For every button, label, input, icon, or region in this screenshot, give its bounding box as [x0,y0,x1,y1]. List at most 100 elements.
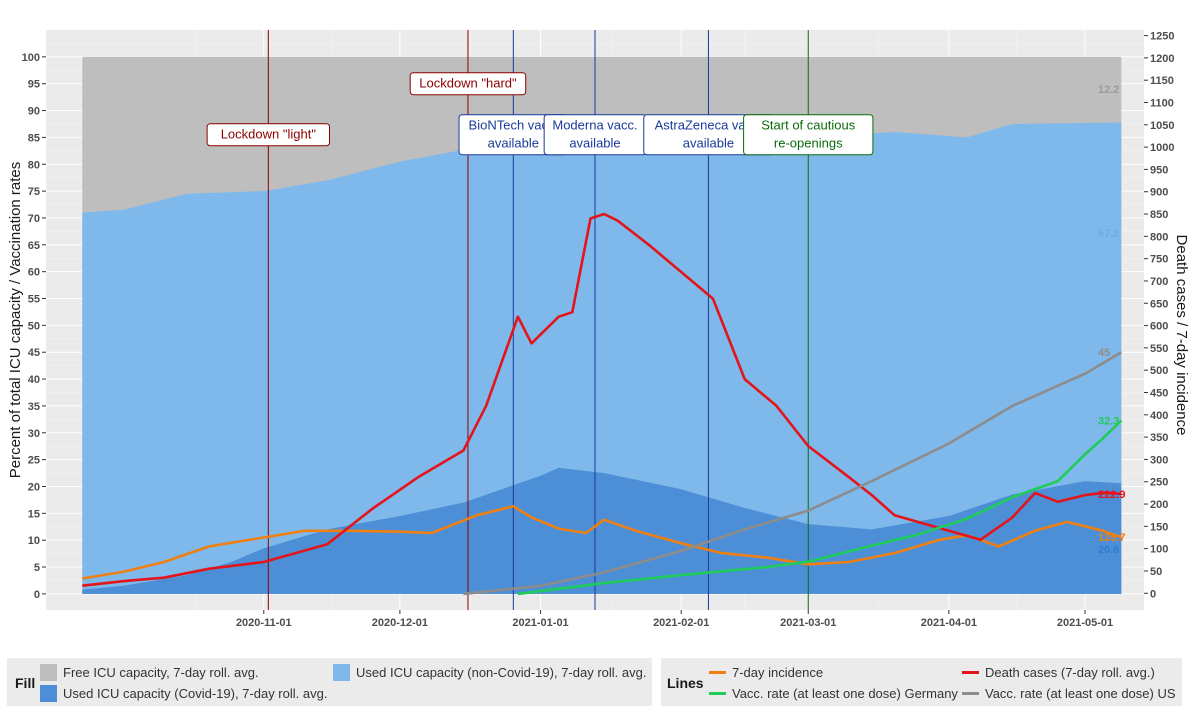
y-left-tick-label: 0 [34,589,40,601]
event-annotation: Lockdown "light" [206,123,331,147]
legend-item-covid-icu: Used ICU capacity (Covid-19), 7-day roll… [40,685,327,702]
y-right-tick-label: 900 [1150,187,1168,199]
legend-label: Death cases (7-day roll. avg.) [985,665,1155,680]
y-left-tick-label: 75 [28,186,40,198]
legend-label: Vacc. rate (at least one dose) Germany [732,686,958,701]
annotation-text: Lockdown "light" [221,127,317,142]
event-annotation: Lockdown "hard" [409,72,527,96]
annotation-text: available [569,136,620,151]
y-right-tick-label: 150 [1150,521,1168,533]
legend-swatch [40,664,57,681]
end-value-label: 222.9 [1098,489,1126,501]
y-right-tick-label: 750 [1150,254,1168,266]
y-left-tick-label: 95 [28,79,40,91]
annotation-text: Moderna vacc. [552,118,637,133]
end-value-label: 32.3 [1098,415,1119,427]
annotation-box [409,72,527,96]
y-right-tick-label: 300 [1150,454,1168,466]
y-left-tick-label: 70 [28,213,40,225]
y-left-tick-label: 5 [34,562,40,574]
x-tick-label: 2021-03-01 [780,617,836,629]
y-right-tick-label: 350 [1150,432,1168,444]
y-right-tick-label: 600 [1150,321,1168,333]
legend-label: Used ICU capacity (Covid-19), 7-day roll… [63,686,328,701]
y-right-tick-label: 1200 [1150,53,1174,65]
line-vacc-rate-at-least-one-dose-germany [517,419,1123,596]
y-left-tick-label: 85 [28,132,40,144]
y-left-tick-label: 15 [28,508,40,520]
y-left-tick-label: 25 [28,455,40,467]
y-right-tick-label: 100 [1150,544,1168,556]
legend-swatch [40,685,57,702]
x-tick-label: 2021-05-01 [1057,617,1113,629]
y-right-tick-label: 1050 [1150,120,1174,132]
end-value-label: 12.2 [1098,84,1119,96]
y-right-tick-label: 650 [1150,298,1168,310]
legend-key [709,692,726,695]
y-right-tick-label: 700 [1150,276,1168,288]
end-value-label: 125.7 [1098,532,1126,544]
legend-label: Used ICU capacity (non-Covid-19), 7-day … [356,665,647,680]
x-tick-label: 2021-04-01 [921,617,977,629]
y-left-tick-label: 90 [28,106,40,118]
y-left-tick-label: 60 [28,267,40,279]
legend-item-vacc-us: Vacc. rate (at least one dose) US [962,686,1176,701]
annotation-text: re-openings [774,136,843,151]
legend-item-incidence: 7-day incidence [709,665,823,680]
y-left-tick-label: 20 [28,481,40,493]
y-left-tick-label: 35 [28,401,40,413]
end-value-label: 45 [1098,347,1110,359]
y-left-tick-label: 80 [28,159,40,171]
chart: Lockdown "light" Lockdown "hard" BioNTech … [7,30,1190,629]
event-annotation: Moderna vacc. available [543,114,647,156]
x-tick-label: 2020-11-01 [236,617,292,629]
annotation-text: BioNTech vacc. [469,118,559,133]
y-left-tick-label: 30 [28,428,40,440]
x-tick-label: 2020-12-01 [372,617,428,629]
annotation-text: AstraZeneca vacc. [655,118,763,133]
y-right-tick-label: 500 [1150,365,1168,377]
end-value-label: 67.2 [1098,228,1119,240]
y-right-tick-label: 1000 [1150,142,1174,154]
y-left-tick-label: 40 [28,374,40,386]
y-right-tick-label: 950 [1150,164,1168,176]
fill-legend-title: Fill [15,675,36,691]
area-noncovid-icu [82,122,1122,594]
x-tick-label: 2021-01-01 [512,617,568,629]
y-right-tick-label: 1150 [1150,75,1174,87]
y-left-tick-label: 45 [28,347,40,359]
event-annotation: Start of cautious re-openings [743,114,874,156]
fill-legend: Fill Free ICU capacity, 7-day roll. avg.… [7,658,652,706]
end-value-label: 20.6 [1098,544,1119,556]
area-covid-icu [82,467,1122,594]
y-left-tick-label: 10 [28,535,40,547]
lines-legend: Lines 7-day incidence Death cases (7-day… [661,658,1182,706]
legend-label: Vacc. rate (at least one dose) US [985,686,1176,701]
annotation-text: available [683,136,734,151]
line-series [82,212,1123,596]
legend-key [709,671,726,674]
x-tick-label: 2021-02-01 [653,617,709,629]
legend-label: 7-day incidence [732,665,824,680]
lines-legend-title: Lines [667,675,704,691]
y-right-tick-label: 1100 [1150,98,1174,110]
event-annotation: AstraZeneca vacc. available [643,114,774,156]
annotation-box [206,123,331,147]
y-right-tick-label: 200 [1150,499,1168,511]
y-right-tick-label: 1250 [1150,31,1174,43]
axes: 0 5 10 15 20 25 30 35 40 45 50 55 60 65 70 75 80 85 90 95 10… [22,31,1175,629]
annotation-text: Lockdown "hard" [419,76,517,91]
y-right-tick-label: 50 [1150,566,1162,578]
y-left-tick-label: 100 [22,52,40,64]
legend-label: Free ICU capacity, 7-day roll. avg. [63,665,259,680]
legend-item-deaths: Death cases (7-day roll. avg.) [962,665,1155,680]
line-vacc-rate-at-least-one-dose-us [463,351,1122,596]
event-annotation: BioNTech vacc. available [458,114,569,156]
y-axis-right-title: Death cases / 7-day incidence [1173,235,1190,436]
y-left-tick-label: 55 [28,294,40,306]
y-right-tick-label: 850 [1150,209,1168,221]
y-left-tick-label: 65 [28,240,40,252]
legend-swatch [333,664,350,681]
legend-item-free-icu: Free ICU capacity, 7-day roll. avg. [40,664,259,681]
legend-item-vacc-germany: Vacc. rate (at least one dose) Germany [709,686,958,701]
